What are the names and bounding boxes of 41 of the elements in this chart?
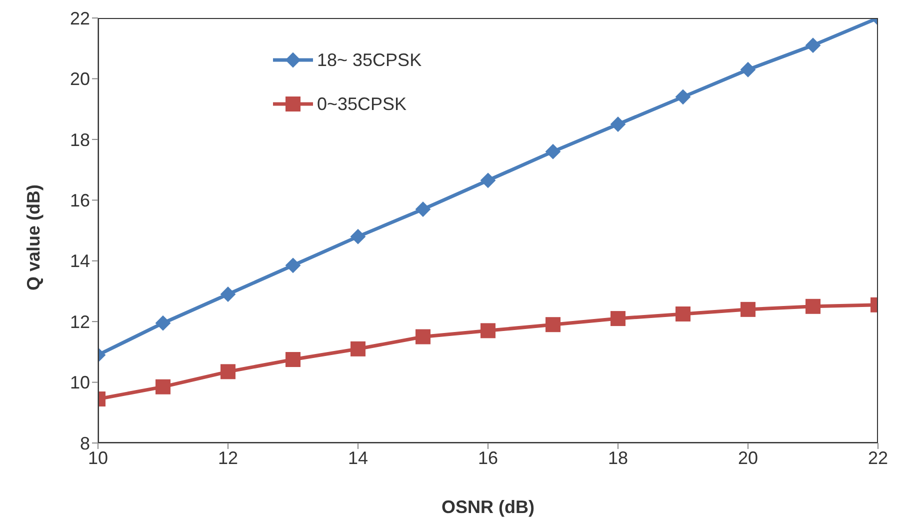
y-tick-label: 20 [70,69,90,90]
point [610,311,626,326]
point [156,316,170,331]
point [676,306,690,322]
x-tick-label: 22 [868,448,888,468]
x-tick-label: 18 [608,448,628,468]
point [156,379,170,394]
point [676,89,690,104]
y-tick-label: 18 [70,130,90,150]
x-tick-label: 14 [348,448,368,468]
point [546,144,560,160]
point [350,341,366,356]
y-axis-title: Q value (dB) [23,184,44,290]
point [220,286,236,302]
point [740,62,756,78]
point [546,317,560,332]
point [806,38,820,53]
y-tick-label: 22 [70,8,90,28]
y-tick-label: 14 [70,251,90,272]
point [416,329,430,344]
y-tick-label: 16 [70,190,90,211]
point [286,352,300,368]
x-tick-label: 16 [478,448,498,468]
point [480,172,496,188]
legend-label: 18~ 35CPSK [317,50,422,70]
y-tick-label: 8 [80,433,90,454]
point [350,229,366,244]
x-tick-label: 10 [88,448,108,468]
x-tick-label: 20 [738,448,758,468]
point [416,202,430,217]
point [740,302,756,317]
x-tick-label: 12 [218,448,238,468]
point [806,298,820,314]
point [220,364,236,380]
x-axis-title: OSNR (dB) [442,497,534,517]
point [610,116,626,132]
legend-label: 0~35CPSK [317,94,407,114]
y-tick-label: 12 [70,312,90,332]
point [286,258,300,273]
point [480,323,496,338]
y-tick-label: 10 [70,372,90,393]
